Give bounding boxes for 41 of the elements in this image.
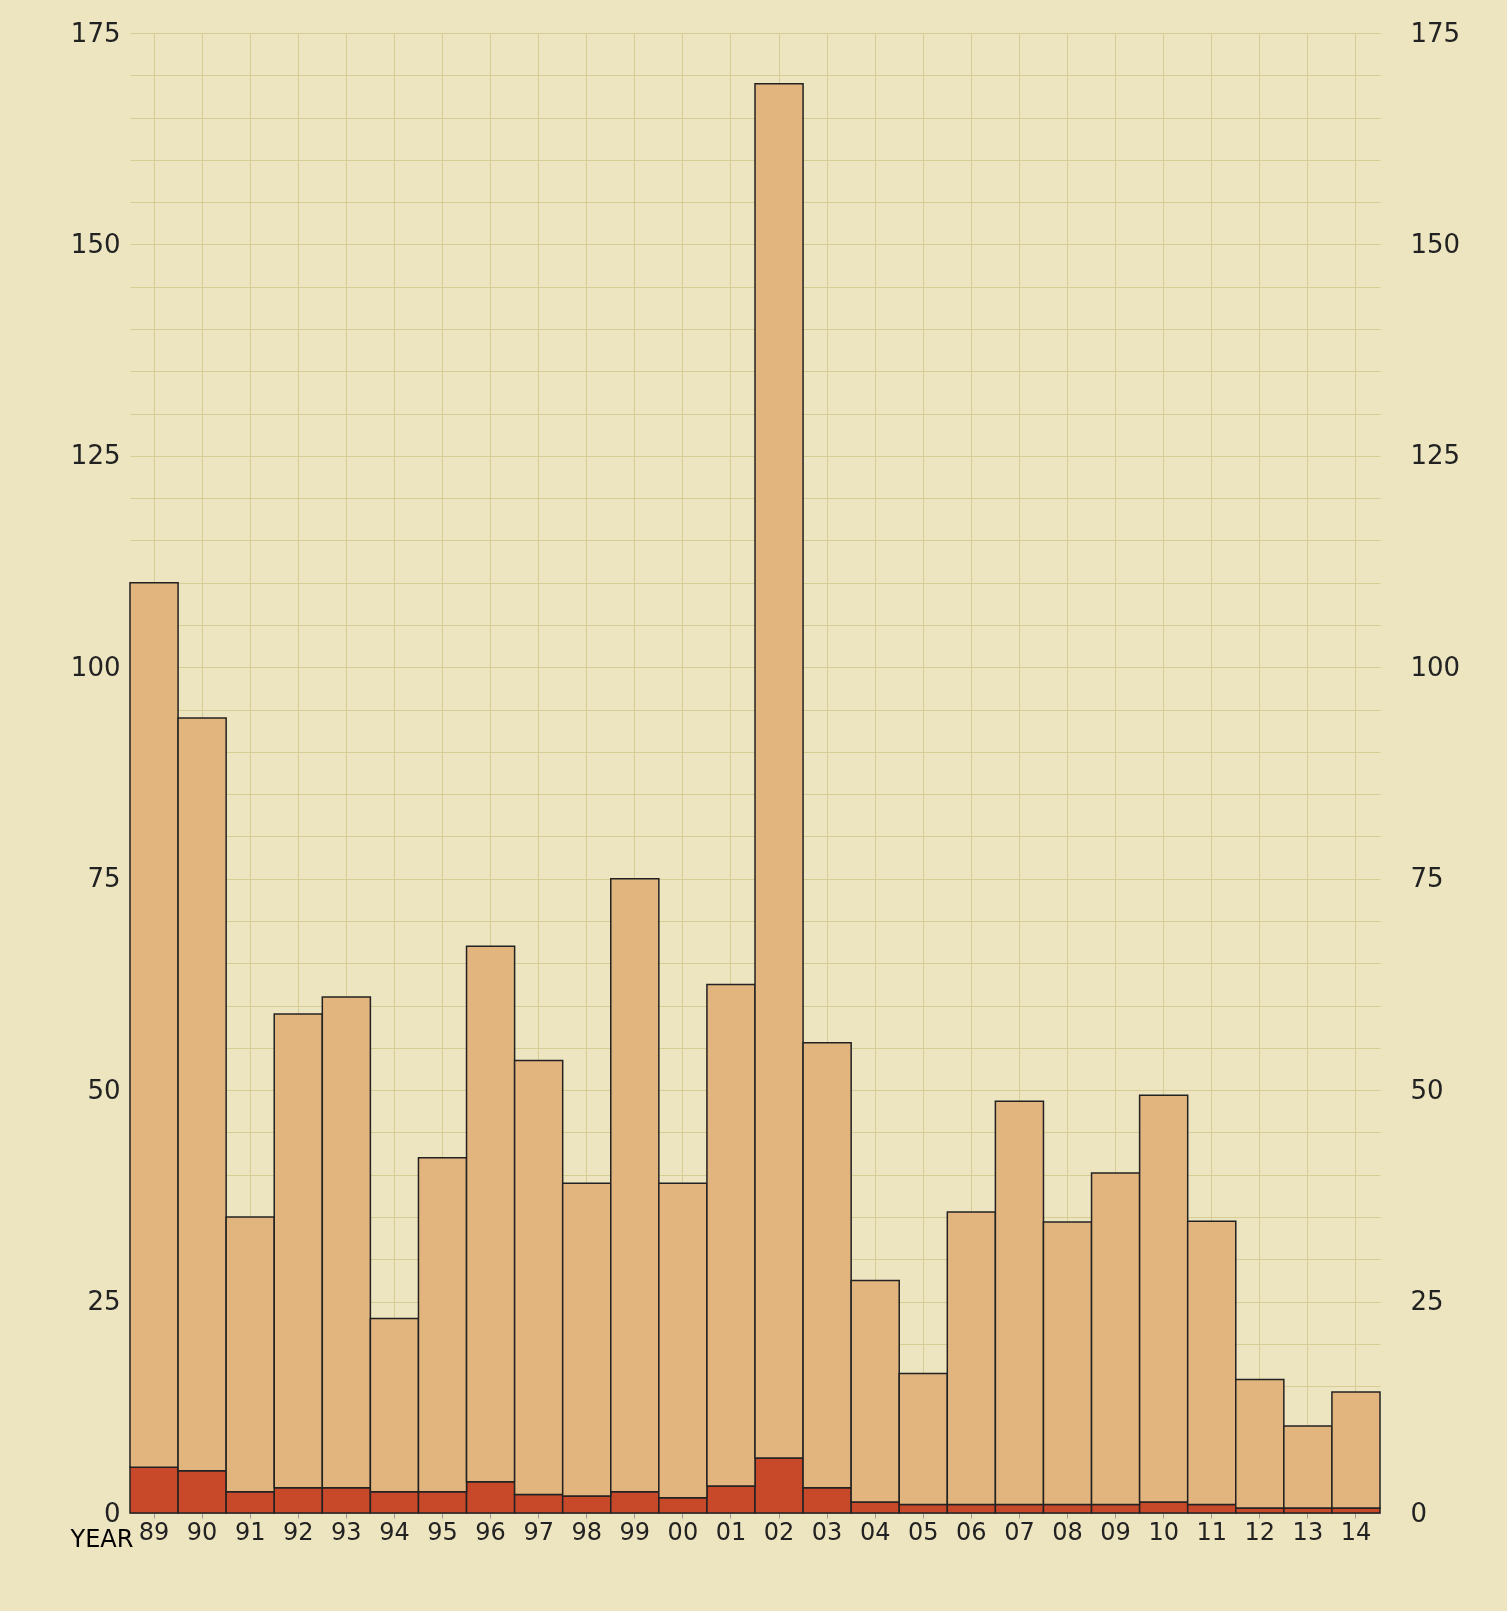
y-tick-label: 125 [70, 440, 121, 471]
x-tick-label: 89 [138, 1517, 170, 1546]
x-tick-label: 02 [763, 1517, 795, 1546]
x-tick-label: 99 [619, 1517, 651, 1546]
y-tick-label: 75 [87, 863, 121, 894]
y2-tick-label: 25 [1410, 1286, 1444, 1317]
x-tick-label: 93 [331, 1517, 362, 1546]
y-tick-label: 100 [70, 651, 121, 682]
y2-tick-label: 125 [1410, 440, 1461, 471]
y2-tick-label: 150 [1410, 228, 1461, 259]
x-tick-label: 98 [571, 1517, 602, 1546]
x-tick-label: 07 [1004, 1517, 1035, 1546]
y2-tick-label: 0 [1410, 1497, 1428, 1528]
y2-tick-label: 50 [1410, 1074, 1444, 1105]
x-tick-label: 14 [1340, 1517, 1372, 1546]
y-tick-label: 25 [87, 1286, 121, 1317]
x-tick-label: 97 [523, 1517, 554, 1546]
x-tick-label: 10 [1148, 1517, 1179, 1546]
x-tick-label: 05 [908, 1517, 939, 1546]
x-tick-label: 11 [1196, 1517, 1227, 1546]
y-tick-label: 175 [70, 17, 121, 48]
x-tick-label: 08 [1052, 1517, 1083, 1546]
x-tick-label: 00 [667, 1517, 699, 1546]
y2-tick-label: 100 [1410, 651, 1461, 682]
x-tick-label: 96 [475, 1517, 506, 1546]
x-tick-label: 04 [859, 1517, 891, 1546]
x-tick-label: 92 [283, 1517, 314, 1546]
x-tick-label: 94 [379, 1517, 410, 1546]
x-tick-label: 06 [956, 1517, 987, 1546]
y2-tick-label: 175 [1410, 17, 1461, 48]
x-tick-label: 09 [1100, 1517, 1131, 1546]
x-tick-label: 95 [427, 1517, 458, 1546]
x-tick-label: 13 [1292, 1517, 1324, 1546]
x-tick-label: 90 [186, 1517, 218, 1546]
y-tick-label: 50 [87, 1074, 121, 1105]
x-tick-label: 01 [715, 1517, 747, 1546]
y-tick-label: 150 [70, 228, 121, 259]
x-tick-label: 12 [1244, 1517, 1276, 1546]
x-tick-label: 03 [811, 1517, 843, 1546]
y2-tick-label: 75 [1410, 863, 1444, 894]
x-tick-label: 91 [234, 1517, 266, 1546]
